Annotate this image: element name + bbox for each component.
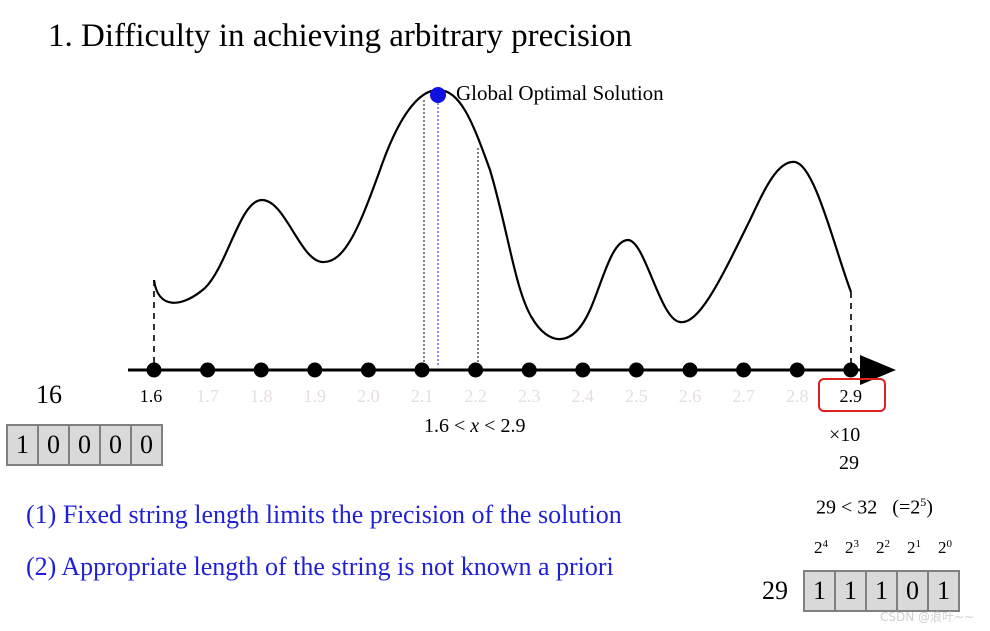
bit-cell: 0 [68, 424, 101, 466]
tick-label: 2.0 [357, 386, 380, 406]
bit-cell: 0 [37, 424, 70, 466]
axis-dot [843, 362, 859, 378]
bit-cell: 0 [99, 424, 132, 466]
axis-dot [736, 362, 752, 378]
axis-dot [307, 362, 323, 378]
bit-cell: 0 [130, 424, 163, 466]
axis-dot [200, 362, 216, 378]
tick-label: 2.8 [785, 386, 809, 406]
tick-label: 2.1 [410, 386, 434, 406]
power-label: 20 [938, 538, 952, 557]
tick-label: 2.5 [625, 386, 648, 406]
note-2: (2) Appropriate length of the string is … [26, 552, 614, 581]
axis-dot [414, 362, 430, 378]
axis-dot [628, 362, 644, 378]
bit-cell: 1 [927, 570, 960, 612]
tick-label: 1.9 [303, 386, 327, 406]
power-label: 22 [876, 538, 890, 557]
bit-cell: 0 [896, 570, 929, 612]
times-ten-label: ×10 [829, 424, 861, 446]
highlight-box [818, 378, 886, 412]
note-1: (1) Fixed string length limits the preci… [26, 500, 622, 529]
tick-label: 1.6 [139, 386, 163, 406]
tick-label: 1.7 [196, 386, 219, 406]
tick-label: 2.9 [839, 386, 863, 406]
bit-cell: 1 [6, 424, 39, 466]
bit-cell: 1 [803, 570, 836, 612]
axis-dot [360, 362, 376, 378]
power-label: 21 [907, 538, 921, 557]
tick-label: 2.2 [464, 386, 487, 406]
page-title: 1. Difficulty in achieving arbitrary pre… [48, 18, 633, 54]
comparison-label: 29 < 32 (=25) [816, 495, 933, 519]
tick-label: 2.4 [571, 386, 595, 406]
tick-label: 1.8 [249, 386, 273, 406]
axis-dot [575, 362, 591, 378]
global-optimum-dot [430, 87, 446, 103]
range-label: 1.6 < x < 2.9 [424, 415, 526, 437]
bit-cell: 1 [865, 570, 898, 612]
left-value: 16 [36, 380, 62, 409]
watermark: CSDN @浪叶~~ [880, 610, 975, 624]
tick-label: 2.7 [732, 386, 755, 406]
right-value: 29 [762, 576, 788, 605]
axis-dot [253, 362, 269, 378]
scaled-value: 29 [839, 452, 859, 474]
axis-dot [146, 362, 162, 378]
axis-dots [146, 362, 859, 378]
fitness-curve [152, 88, 853, 341]
global-optimum-label: Global Optimal Solution [456, 81, 664, 105]
axis-dot [521, 362, 537, 378]
tick-label: 2.3 [517, 386, 541, 406]
axis-dot [682, 362, 698, 378]
power-label: 23 [845, 538, 859, 557]
power-label: 24 [814, 538, 828, 557]
axis-dot [468, 362, 484, 378]
bit-cell: 1 [834, 570, 867, 612]
axis-dot [789, 362, 805, 378]
tick-label: 2.6 [678, 386, 702, 406]
